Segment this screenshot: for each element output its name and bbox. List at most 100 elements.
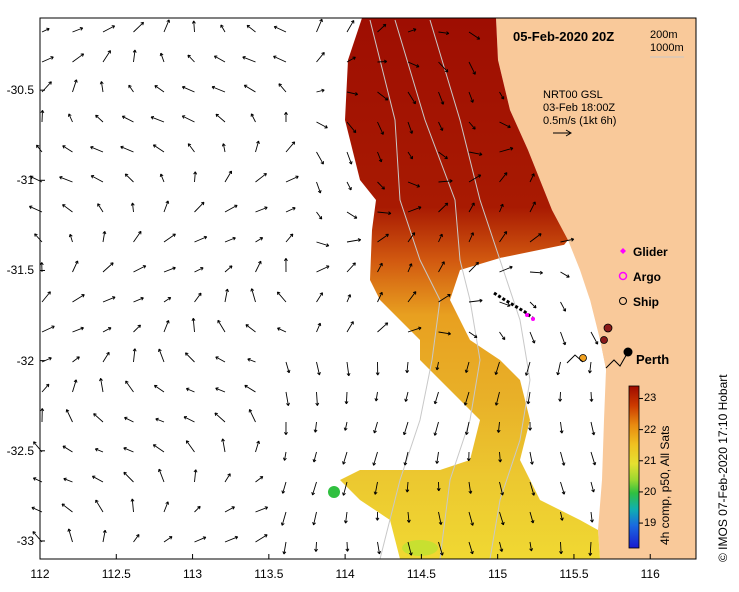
current-vector bbox=[438, 91, 445, 105]
current-vector bbox=[590, 511, 594, 523]
current-vector bbox=[154, 85, 165, 93]
current-vector bbox=[590, 421, 596, 436]
current-vector bbox=[433, 391, 439, 405]
current-vector bbox=[102, 50, 111, 63]
current-vector bbox=[184, 352, 195, 363]
current-vector bbox=[346, 211, 358, 219]
current-vector bbox=[68, 233, 73, 243]
current-vector bbox=[345, 541, 350, 552]
current-vector bbox=[468, 202, 475, 213]
current-vector bbox=[342, 481, 348, 496]
legend-glider: Glider bbox=[633, 245, 668, 259]
current-vector bbox=[284, 421, 288, 436]
current-vector bbox=[464, 361, 470, 373]
current-vector bbox=[499, 121, 511, 129]
current-vector bbox=[152, 444, 165, 453]
current-vector bbox=[255, 534, 268, 543]
current-vector bbox=[313, 421, 318, 433]
current-vector bbox=[194, 201, 205, 213]
current-vector bbox=[560, 301, 567, 312]
current-vector bbox=[405, 481, 410, 493]
current-vector bbox=[67, 528, 73, 543]
current-vector bbox=[407, 206, 422, 213]
colorbar bbox=[628, 385, 640, 549]
current-vector bbox=[556, 361, 561, 376]
colorbar-tick-label: 22 bbox=[644, 423, 657, 436]
current-vector bbox=[97, 203, 104, 213]
current-vector bbox=[284, 111, 288, 123]
current-vector bbox=[377, 121, 385, 135]
current-vector bbox=[377, 541, 382, 555]
current-vector bbox=[464, 421, 470, 435]
glider-track bbox=[493, 291, 536, 322]
current-vector bbox=[214, 412, 226, 423]
current-vector bbox=[526, 391, 531, 405]
current-vector bbox=[102, 327, 112, 333]
current-vector bbox=[244, 384, 256, 393]
current-vector bbox=[255, 173, 267, 183]
current-vector bbox=[187, 143, 195, 153]
current-vector bbox=[468, 261, 479, 273]
current-vector bbox=[34, 233, 43, 243]
current-vector bbox=[72, 79, 78, 93]
current-vector bbox=[468, 121, 476, 130]
current-vector bbox=[99, 81, 104, 93]
current-vector bbox=[315, 391, 320, 406]
current-vector bbox=[61, 503, 73, 513]
current-vector bbox=[40, 110, 45, 123]
current-vector bbox=[590, 451, 597, 466]
current-vector bbox=[343, 511, 348, 524]
current-vector bbox=[72, 53, 85, 63]
current-vector bbox=[133, 296, 144, 303]
current-vector bbox=[163, 266, 176, 273]
current-vector bbox=[316, 52, 325, 63]
current-vector bbox=[187, 54, 195, 63]
current-vector bbox=[130, 202, 135, 213]
current-vector bbox=[316, 241, 330, 247]
current-vector bbox=[220, 24, 226, 33]
current-vector bbox=[133, 324, 141, 333]
current-vector bbox=[407, 326, 422, 333]
current-vector bbox=[499, 331, 506, 341]
current-vector bbox=[499, 265, 513, 273]
current-vector bbox=[377, 262, 383, 273]
current-vector bbox=[163, 501, 169, 513]
current-vector bbox=[346, 361, 351, 377]
current-vector bbox=[102, 25, 116, 33]
current-vector bbox=[255, 140, 260, 153]
current-vector bbox=[438, 261, 445, 273]
current-vector bbox=[124, 416, 134, 423]
current-vector bbox=[194, 292, 202, 303]
current-vector bbox=[468, 298, 483, 303]
contour-label-1000m: 1000m bbox=[650, 42, 684, 54]
current-vector bbox=[155, 417, 165, 423]
current-vector bbox=[466, 451, 471, 462]
current-vector bbox=[62, 145, 73, 153]
current-vector bbox=[280, 511, 287, 526]
credit-label: © IMOS 07-Feb-2020 17:10 Hobart bbox=[716, 374, 730, 562]
current-vector bbox=[281, 481, 287, 494]
current-vector bbox=[128, 84, 134, 93]
current-vector bbox=[494, 391, 500, 406]
current-vector bbox=[159, 52, 165, 63]
current-vector bbox=[499, 146, 514, 153]
current-vector bbox=[243, 84, 256, 93]
current-vector bbox=[224, 288, 229, 303]
current-vector bbox=[343, 421, 348, 431]
current-vector bbox=[499, 511, 505, 526]
current-vector bbox=[181, 115, 195, 123]
current-vector bbox=[276, 291, 287, 303]
current-vector bbox=[468, 541, 474, 555]
current-vector bbox=[529, 451, 534, 465]
current-vector bbox=[316, 265, 330, 273]
argo-symbol bbox=[618, 271, 628, 281]
current-vector bbox=[403, 451, 409, 466]
current-vector bbox=[224, 535, 239, 543]
current-vector bbox=[191, 20, 196, 33]
argo-track bbox=[566, 354, 584, 364]
current-vector bbox=[215, 356, 226, 363]
city-label: Perth bbox=[636, 352, 670, 367]
current-vector bbox=[529, 541, 534, 552]
current-vector bbox=[211, 85, 226, 93]
colorbar-ticks bbox=[639, 397, 643, 524]
